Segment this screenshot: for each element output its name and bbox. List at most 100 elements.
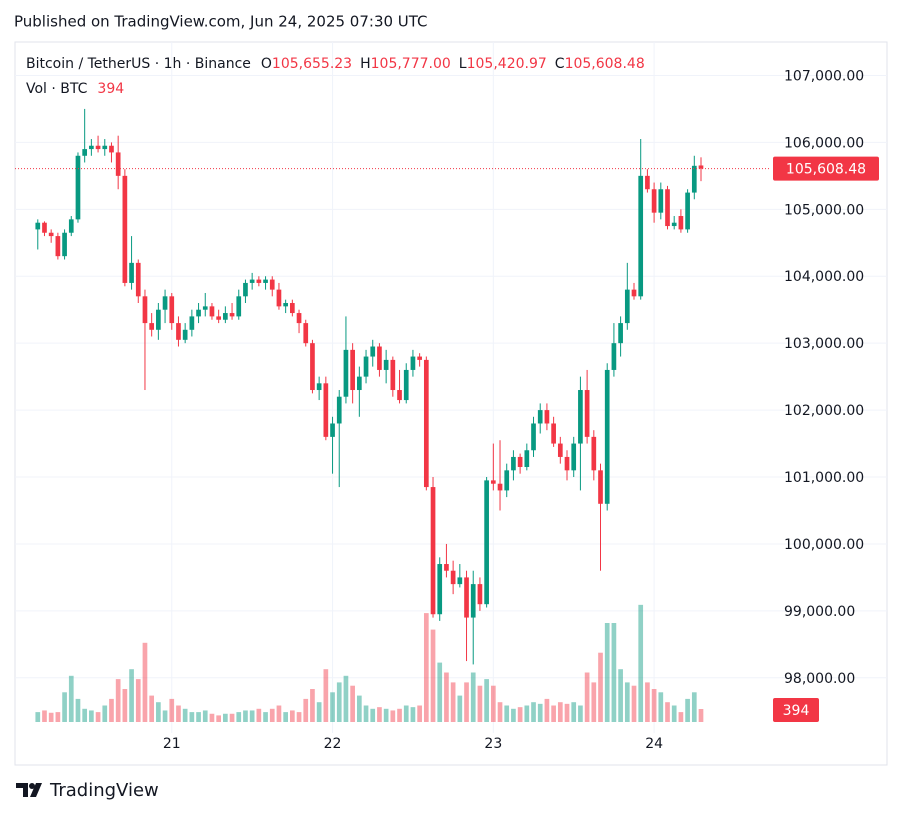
candle-body [109,145,114,153]
volume-bar [102,705,108,722]
candle-body [269,279,275,290]
volume-bar [236,712,242,722]
volume-bar [450,682,456,722]
candle-body [95,145,101,150]
x-tick-label: 21 [163,736,181,752]
candle-body [330,423,335,437]
legend-value: 105,608.48 [565,56,645,72]
plot-area: 98,000.00 99,000.00 100,000.00 101,000.00 10… [15,42,887,752]
candle-body [256,279,262,283]
candle-body [678,216,684,230]
volume-bar [149,695,155,722]
candle-body [397,390,402,401]
brand[interactable]: TradingView [49,780,159,801]
x-tick-label: 23 [484,736,502,752]
candle-body [698,165,704,169]
candle-body [410,356,416,370]
candle-body [403,369,409,401]
candle-body [437,564,443,615]
candle-body [296,313,302,324]
volume-bar [658,692,664,722]
volume-bar [350,685,355,722]
y-tick-label: 100,000.00 [784,537,864,553]
legend-key: L [459,56,467,72]
candle-body [202,306,208,310]
logo-icon [16,783,42,797]
volume-bar [410,707,416,722]
volume-bar [156,702,161,722]
volume-bar [477,685,483,722]
volume-bar [444,672,449,722]
candle-body [430,487,436,615]
last-volume-box [773,698,819,722]
volume-bar [578,705,583,722]
candle-body [363,356,369,377]
candle-body [115,152,121,176]
candle-body [464,577,469,618]
volume-bar [464,682,469,722]
candle-body [377,346,382,370]
volume-bar [162,710,168,722]
candle-body [48,232,54,237]
volume-bar [89,710,94,722]
volume-bar [598,652,603,722]
volume-bar [35,712,41,722]
candle-body [236,296,242,317]
volume-legend-value: 394 [97,81,124,97]
candle-body [658,189,664,213]
volume-bar [504,705,510,722]
candle-body [604,369,610,504]
volume-bar [75,698,81,722]
y-tick-label: 103,000.00 [784,336,864,352]
candle-body [323,383,329,437]
volume-bar [310,689,315,722]
last-volume-label: 394 [783,703,810,719]
candle-body [336,396,342,424]
volume-bar [296,712,302,722]
volume-bar [48,712,54,722]
candle-body [243,282,248,297]
candle-body [122,175,128,283]
logo [16,783,42,797]
candle-body [584,390,590,437]
volume-bar [551,705,556,722]
candle-body [624,289,630,324]
candle-body [638,175,644,297]
legend-value: 105,420.97 [467,56,547,72]
last-price-label: 105,608.48 [786,162,866,178]
candle-body [316,383,322,391]
candle-body [223,313,228,320]
candle-body [343,349,349,397]
volume-bar [631,685,637,722]
y-tick-label: 99,000.00 [784,604,855,620]
candle-body [457,577,463,585]
candle-body [564,456,570,471]
legend-key: C [555,56,565,72]
candle-body [484,480,489,605]
candle-body [350,349,355,391]
candle-body [89,145,94,150]
candle-body [129,262,134,283]
candle-body [517,456,523,467]
volume-bar [356,695,362,722]
y-tick-label: 104,000.00 [784,269,864,285]
legend-key: H [360,56,371,72]
volume-bar [390,710,396,722]
volume-bar [470,672,476,722]
candle-body [42,222,47,233]
volume-bar [544,698,550,722]
volume-bar [256,708,262,722]
candle-body [611,343,617,370]
volume-bar [490,685,496,722]
candle-body [290,303,295,314]
x-tick-label: 24 [645,736,663,752]
volume-bar [691,692,697,722]
volume-bar [531,702,536,722]
volume-bar [343,675,349,722]
candle-body [356,376,362,391]
volume-bar [55,712,61,722]
volume-bar [511,708,516,722]
volume-bar [62,692,67,722]
volume-bar [122,689,128,722]
volume-bar [651,689,657,722]
